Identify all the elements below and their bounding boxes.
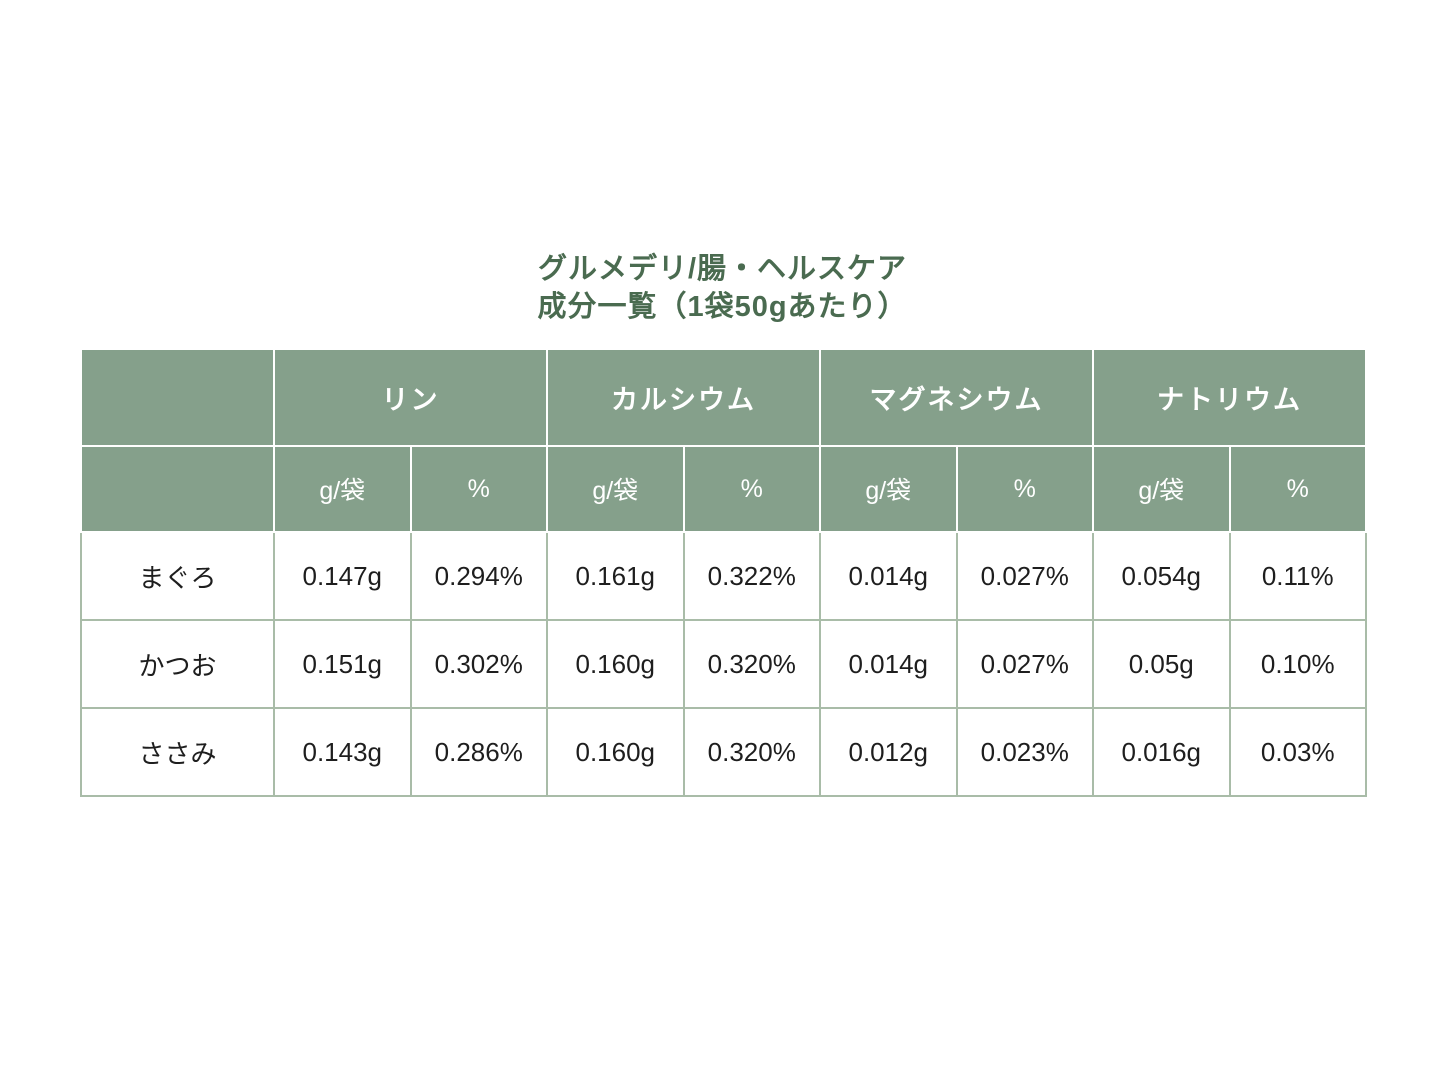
value-cell: 0.320%: [682, 619, 821, 709]
subheader-magnesium-percent: %: [955, 445, 1094, 533]
value-cell: 0.11%: [1228, 531, 1367, 621]
header-group-row: リン カルシウム マグネシウム ナトリウム: [80, 348, 1367, 447]
col-group-sodium: ナトリウム: [1092, 348, 1367, 447]
value-cell: 0.05g: [1092, 619, 1231, 709]
subheader-sodium-percent: %: [1228, 445, 1367, 533]
value-cell: 0.322%: [682, 531, 821, 621]
table-title: グルメデリ/腸・ヘルスケア 成分一覧（1袋50gあたり）: [80, 250, 1365, 326]
subheader-phosphorus-g-per-bag: g/袋: [273, 445, 412, 533]
value-cell: 0.027%: [955, 619, 1094, 709]
value-cell: 0.014g: [819, 531, 958, 621]
col-group-magnesium: マグネシウム: [819, 348, 1094, 447]
header-sub-row: g/袋 % g/袋 % g/袋 % g/袋 %: [80, 445, 1367, 533]
value-cell: 0.143g: [273, 707, 412, 797]
row-label: かつお: [80, 619, 275, 709]
value-cell: 0.027%: [955, 531, 1094, 621]
value-cell: 0.012g: [819, 707, 958, 797]
table-row-katsuo: かつお 0.151g 0.302% 0.160g 0.320% 0.014g 0…: [80, 619, 1367, 709]
corner-cell-top: [80, 348, 275, 447]
value-cell: 0.160g: [546, 619, 685, 709]
value-cell: 0.10%: [1228, 619, 1367, 709]
value-cell: 0.160g: [546, 707, 685, 797]
row-label: ささみ: [80, 707, 275, 797]
value-cell: 0.161g: [546, 531, 685, 621]
value-cell: 0.054g: [1092, 531, 1231, 621]
table-row-maguro: まぐろ 0.147g 0.294% 0.161g 0.322% 0.014g 0…: [80, 531, 1367, 621]
col-group-calcium: カルシウム: [546, 348, 821, 447]
value-cell: 0.294%: [409, 531, 548, 621]
value-cell: 0.302%: [409, 619, 548, 709]
corner-cell-sub: [80, 445, 275, 533]
value-cell: 0.286%: [409, 707, 548, 797]
value-cell: 0.014g: [819, 619, 958, 709]
value-cell: 0.016g: [1092, 707, 1231, 797]
table-row-sasami: ささみ 0.143g 0.286% 0.160g 0.320% 0.012g 0…: [80, 707, 1367, 797]
value-cell: 0.03%: [1228, 707, 1367, 797]
subheader-calcium-percent: %: [682, 445, 821, 533]
value-cell: 0.023%: [955, 707, 1094, 797]
subheader-magnesium-g-per-bag: g/袋: [819, 445, 958, 533]
row-label: まぐろ: [80, 531, 275, 621]
subheader-phosphorus-percent: %: [409, 445, 548, 533]
value-cell: 0.320%: [682, 707, 821, 797]
value-cell: 0.151g: [273, 619, 412, 709]
title-line-2: 成分一覧（1袋50gあたり）: [537, 291, 908, 323]
subheader-calcium-g-per-bag: g/袋: [546, 445, 685, 533]
title-line-1: グルメデリ/腸・ヘルスケア: [537, 253, 908, 285]
nutrition-table: リン カルシウム マグネシウム ナトリウム g/袋 % g/袋 % g/袋 % …: [80, 348, 1367, 797]
col-group-phosphorus: リン: [273, 348, 548, 447]
value-cell: 0.147g: [273, 531, 412, 621]
subheader-sodium-g-per-bag: g/袋: [1092, 445, 1231, 533]
